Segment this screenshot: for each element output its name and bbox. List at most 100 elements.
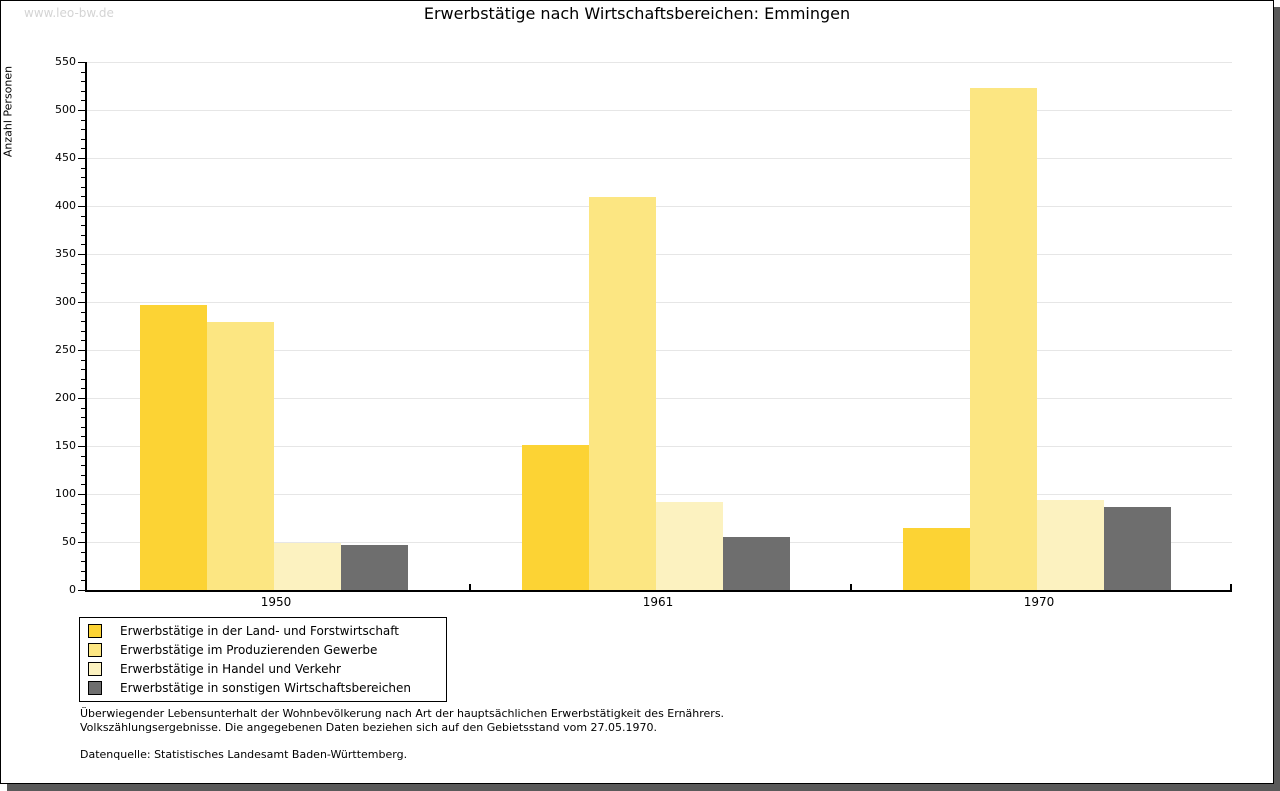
y-major-tick-550 [78, 62, 85, 63]
y-minor-tick-380 [81, 225, 85, 226]
x-category-label-1961: 1961 [642, 595, 674, 609]
y-minor-tick-240 [81, 360, 85, 361]
y-minor-tick-470 [81, 139, 85, 140]
gridline-250 [87, 350, 1232, 351]
y-minor-tick-270 [81, 331, 85, 332]
y-major-tick-300 [78, 302, 85, 303]
y-minor-tick-440 [81, 168, 85, 169]
footnote-line-1: Überwiegender Lebensunterhalt der Wohnbe… [80, 707, 725, 720]
y-minor-tick-140 [81, 456, 85, 457]
y-minor-tick-60 [81, 532, 85, 533]
gridline-450 [87, 158, 1232, 159]
y-major-tick-400 [78, 206, 85, 207]
plot-area [85, 62, 1232, 592]
y-major-tick-50 [78, 542, 85, 543]
y-tick-label-200: 200 [55, 391, 76, 404]
y-minor-tick-220 [81, 379, 85, 380]
y-minor-tick-540 [81, 72, 85, 73]
y-minor-tick-30 [81, 561, 85, 562]
y-tick-label-350: 350 [55, 247, 76, 260]
y-minor-tick-310 [81, 292, 85, 293]
gridline-400 [87, 206, 1232, 207]
y-minor-tick-230 [81, 369, 85, 370]
frame-shadow-bottom [7, 784, 1280, 791]
y-minor-tick-510 [81, 100, 85, 101]
gridline-350 [87, 254, 1232, 255]
legend-item-2: Erwerbstätige im Produzierenden Gewerbe [80, 640, 446, 659]
y-minor-tick-520 [81, 91, 85, 92]
y-tick-label-250: 250 [55, 343, 76, 356]
legend-label-2: Erwerbstätige im Produzierenden Gewerbe [120, 642, 378, 657]
y-minor-tick-40 [81, 552, 85, 553]
legend: Erwerbstätige in der Land- und Forstwirt… [79, 617, 447, 702]
x-category-label-1970: 1970 [1023, 595, 1055, 609]
y-major-tick-200 [78, 398, 85, 399]
bar-1950-series-2 [207, 322, 274, 590]
legend-label-4: Erwerbstätige in sonstigen Wirtschaftsbe… [120, 680, 412, 695]
y-tick-label-100: 100 [55, 487, 76, 500]
gridline-150 [87, 446, 1232, 447]
bar-1961-series-1 [522, 445, 589, 590]
y-minor-tick-290 [81, 312, 85, 313]
y-minor-tick-90 [81, 504, 85, 505]
bar-1950-series-3 [274, 543, 341, 590]
y-tick-label-450: 450 [55, 151, 76, 164]
y-minor-tick-320 [81, 283, 85, 284]
y-minor-tick-20 [81, 571, 85, 572]
y-minor-tick-460 [81, 148, 85, 149]
y-minor-tick-430 [81, 177, 85, 178]
legend-swatch-4 [88, 680, 102, 695]
y-major-tick-150 [78, 446, 85, 447]
chart-title: Erwerbstätige nach Wirtschaftsbereichen:… [423, 4, 851, 23]
y-tick-label-50: 50 [62, 535, 76, 548]
y-minor-tick-160 [81, 436, 85, 437]
x-boundary-tick-1 [469, 584, 471, 590]
y-minor-tick-420 [81, 187, 85, 188]
y-minor-tick-530 [81, 81, 85, 82]
y-tick-label-500: 500 [55, 103, 76, 116]
watermark: www.leo-bw.de [24, 6, 114, 20]
bar-1961-series-3 [656, 502, 723, 590]
y-minor-tick-210 [81, 388, 85, 389]
y-tick-label-400: 400 [55, 199, 76, 212]
bar-1970-series-2 [970, 88, 1037, 590]
y-major-tick-250 [78, 350, 85, 351]
gridline-550 [87, 62, 1232, 63]
bar-1970-series-4 [1104, 507, 1171, 590]
y-minor-tick-120 [81, 475, 85, 476]
x-boundary-tick-2 [850, 584, 852, 590]
y-minor-tick-130 [81, 465, 85, 466]
y-tick-label-550: 550 [55, 55, 76, 68]
y-minor-tick-390 [81, 216, 85, 217]
legend-label-3: Erwerbstätige in Handel und Verkehr [120, 661, 341, 676]
y-minor-tick-280 [81, 321, 85, 322]
legend-swatch-2 [88, 642, 102, 657]
gridline-100 [87, 494, 1232, 495]
y-minor-tick-370 [81, 235, 85, 236]
bar-1970-series-1 [903, 528, 970, 590]
y-major-tick-350 [78, 254, 85, 255]
bar-1950-series-4 [341, 545, 408, 590]
legend-item-4: Erwerbstätige in sonstigen Wirtschaftsbe… [80, 678, 446, 697]
y-tick-label-300: 300 [55, 295, 76, 308]
y-tick-label-0: 0 [69, 583, 76, 596]
y-minor-tick-490 [81, 120, 85, 121]
y-axis-label: Anzahl Personen [1, 65, 15, 158]
frame-shadow-right [1274, 7, 1280, 784]
y-minor-tick-340 [81, 264, 85, 265]
y-minor-tick-480 [81, 129, 85, 130]
y-minor-tick-330 [81, 273, 85, 274]
bar-1961-series-2 [589, 197, 656, 590]
y-major-tick-450 [78, 158, 85, 159]
y-minor-tick-80 [81, 513, 85, 514]
y-major-tick-500 [78, 110, 85, 111]
legend-swatch-1 [88, 623, 102, 638]
y-minor-tick-190 [81, 408, 85, 409]
footnote-line-2: Volkszählungsergebnisse. Die angegebenen… [80, 721, 658, 734]
datasource-note: Datenquelle: Statistisches Landesamt Bad… [80, 748, 408, 761]
y-minor-tick-70 [81, 523, 85, 524]
bar-1961-series-4 [723, 537, 790, 590]
y-minor-tick-180 [81, 417, 85, 418]
y-minor-tick-170 [81, 427, 85, 428]
